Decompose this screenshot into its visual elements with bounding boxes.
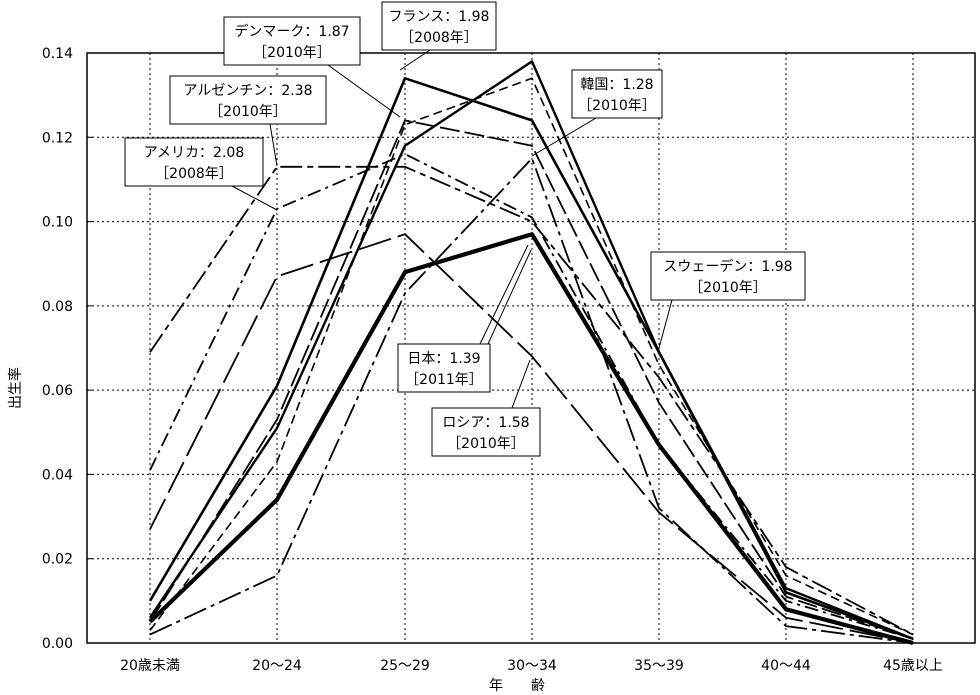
callout-韓国: 韓国：1.28 ［2010年］ — [571, 69, 663, 119]
callout-leader — [479, 244, 529, 345]
callout-year: ［2010年］ — [209, 104, 287, 120]
y-tick-label: 0.04 — [42, 467, 73, 483]
x-tick-label: 25〜29 — [380, 658, 430, 674]
series-line-アルゼンチン — [149, 165, 914, 636]
callout-leader — [511, 359, 531, 409]
callout-box — [169, 75, 327, 125]
callout-label: 日本：1.39 — [407, 351, 480, 367]
grid — [87, 53, 975, 643]
x-tick-label: 20歳未満 — [120, 658, 180, 674]
callout-year: ［2010年］ — [447, 436, 525, 452]
x-tick-label: 35〜39 — [634, 658, 684, 674]
series-line-ロシア — [149, 233, 914, 644]
y-axis-ticks: 0.00 0.02 0.04 0.06 0.08 0.10 0.12 0.14 — [42, 46, 93, 652]
callout-year: ［2011年］ — [405, 372, 483, 388]
series-lines — [148, 60, 914, 646]
callout-日本: 日本：1.39 ［2011年］ — [397, 343, 491, 393]
callout-year: ［2008年］ — [400, 30, 478, 46]
callout-label: アルゼンチン：2.38 — [183, 83, 312, 99]
y-axis-title: 出生率 — [7, 367, 24, 409]
callout-box — [223, 16, 361, 66]
callout-アメリカ: アメリカ：2.08 ［2008年］ — [124, 137, 264, 187]
x-axis-ticks: 20歳未満 20〜24 25〜29 30〜34 35〜39 40〜44 45歳以上 — [120, 658, 943, 674]
callout-leader — [327, 64, 401, 118]
plot-frame — [86, 52, 976, 644]
callout-leader — [231, 185, 278, 211]
x-tick-label: 20〜24 — [252, 658, 302, 674]
callout-year: ［2010年］ — [689, 280, 767, 296]
callout-year: ［2010年］ — [253, 45, 331, 61]
series-line-日本 — [148, 232, 914, 646]
callout-フランス: フランス：1.98 ［2008年］ — [381, 1, 497, 51]
y-tick-label: 0.06 — [42, 383, 73, 399]
callout-label: アメリカ：2.08 — [144, 145, 244, 161]
callout-label: 韓国：1.28 — [580, 77, 653, 93]
y-tick-label: 0.14 — [42, 46, 73, 62]
x-tick-label: 40〜44 — [761, 658, 811, 674]
callout-year: ［2010年］ — [578, 98, 656, 114]
series-line-デンマーク — [149, 119, 914, 640]
callout-スウェーデン: スウェーデン：1.98 ［2010年］ — [650, 251, 806, 301]
y-tick-label: 0.02 — [42, 552, 73, 568]
y-tick-label: 0.12 — [42, 130, 73, 146]
series-line-アメリカ — [149, 153, 914, 640]
y-tick-label: 0.10 — [42, 215, 73, 231]
callout-leader — [658, 299, 673, 349]
y-tick-label: 0.00 — [42, 636, 73, 652]
series-line-スウェーデン — [149, 60, 914, 640]
callout-ロシア: ロシア：1.58 ［2010年］ — [431, 407, 541, 457]
callout-アルゼンチン: アルゼンチン：2.38 ［2010年］ — [169, 75, 327, 125]
callout-box — [650, 251, 806, 301]
callout-box — [124, 137, 264, 187]
callout-box — [381, 1, 497, 51]
series-line-その他 — [149, 77, 914, 636]
series-line-フランス — [148, 77, 914, 641]
callout-leader — [487, 249, 532, 345]
callouts: フランス：1.98［2008年］デンマーク：1.87［2010年］アルゼンチン：… — [124, 1, 806, 457]
callout-leader — [531, 117, 597, 157]
callout-leader — [399, 49, 431, 71]
callout-leaders — [231, 49, 673, 409]
callout-label: フランス：1.98 — [389, 9, 490, 25]
callout-box — [397, 343, 491, 393]
x-axis-title: 年 齢 — [489, 678, 545, 694]
callout-box — [571, 69, 663, 119]
callout-label: スウェーデン：1.98 — [663, 258, 792, 275]
y-tick-label: 0.08 — [42, 299, 73, 315]
callout-leader — [269, 123, 278, 167]
x-tick-label: 30〜34 — [507, 658, 557, 674]
series-line-韓国 — [149, 157, 914, 644]
callout-label: デンマーク：1.87 — [234, 23, 349, 40]
x-tick-label: 45歳以上 — [883, 658, 943, 674]
callout-label: ロシア：1.58 — [442, 415, 529, 431]
callout-year: ［2008年］ — [155, 166, 233, 182]
callout-デンマーク: デンマーク：1.87 ［2010年］ — [223, 16, 361, 66]
callout-box — [431, 407, 541, 457]
